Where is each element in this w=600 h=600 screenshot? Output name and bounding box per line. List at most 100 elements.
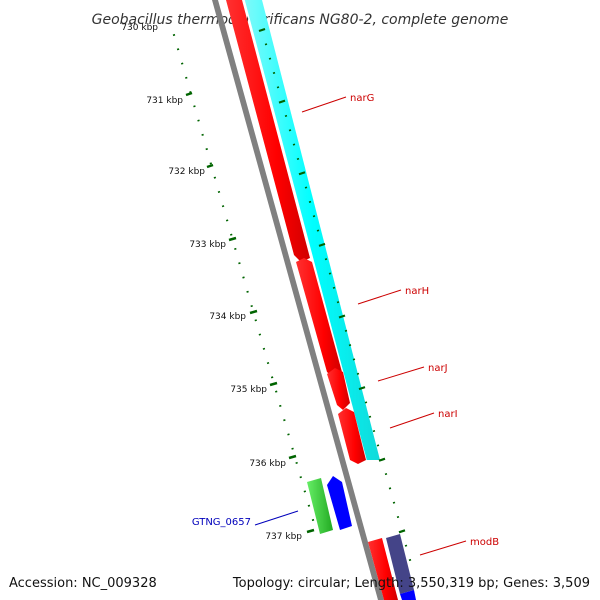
tick-mark (180, 62, 184, 65)
tick-mark (264, 43, 268, 46)
tick-mark (230, 233, 233, 236)
gtng-green-gene (307, 478, 333, 534)
tick-mark (303, 490, 307, 493)
narJ-gene (327, 368, 350, 410)
modB-blue-gene (400, 590, 416, 600)
tick-mark (368, 415, 372, 418)
tick-mark (348, 344, 352, 347)
major-tick-marks (185, 91, 315, 534)
tick-mark (270, 376, 274, 379)
tick-mark (242, 276, 245, 279)
tick-mark (312, 215, 316, 218)
tick-label-735: 735 kbp (230, 385, 267, 395)
gene-label-narG: narG (350, 93, 374, 104)
tick-mark (176, 48, 180, 51)
tick-mark (272, 71, 276, 75)
tick-mark (308, 200, 312, 203)
tick-mark (234, 247, 237, 251)
tick-mark (288, 129, 292, 132)
tick-mark (201, 133, 204, 136)
tick-mark (284, 114, 288, 118)
tick-marks-outer (258, 27, 412, 562)
tick-mark (352, 358, 356, 361)
gene-label-narJ: narJ (428, 363, 448, 374)
tick-mark (398, 529, 406, 534)
tick-label-732: 732 kbp (168, 167, 205, 177)
tick-mark (262, 347, 266, 350)
gtng-blue-gene (327, 476, 352, 530)
tick-label-731: 731 kbp (146, 96, 183, 106)
tick-label-734: 734 kbp (209, 312, 246, 322)
tick-mark (388, 487, 392, 490)
tick-mark (364, 401, 368, 404)
tick-mark (384, 472, 388, 476)
gene-label-modB: modB (470, 537, 499, 548)
tick-mark (238, 262, 241, 265)
tick-mark (283, 419, 286, 422)
tick-mark (358, 386, 366, 391)
tick-label-733: 733 kbp (189, 240, 226, 250)
tick-mark (266, 362, 270, 365)
tick-mark (318, 242, 326, 247)
tick-mark (332, 286, 336, 289)
tick-mark (276, 86, 280, 89)
backbone-line (212, 0, 384, 600)
tick-mark (372, 430, 376, 433)
tick-mark (197, 119, 200, 122)
tick-mark (209, 162, 213, 165)
narG-gene (226, 0, 310, 262)
feature-band-edge (243, 0, 367, 461)
tick-mark (254, 319, 257, 322)
gene-label-gtng-0657: GTNG_0657 (192, 517, 251, 528)
tick-mark (292, 143, 296, 146)
tick-mark (185, 76, 188, 79)
tick-mark (316, 229, 320, 232)
tick-mark (336, 301, 340, 304)
tick-mark (189, 90, 192, 94)
tick-mark (344, 329, 348, 332)
tick-label-737: 737 kbp (265, 532, 302, 542)
tick-mark (246, 290, 249, 293)
tick-mark (404, 544, 408, 547)
accession-text: Accession: NC_009328 (9, 576, 157, 591)
tick-mark (217, 190, 221, 193)
tick-mark (328, 272, 332, 275)
tick-mark (193, 105, 196, 108)
tick-mark (311, 518, 315, 522)
tick-mark (205, 148, 208, 151)
tick-mark (221, 205, 225, 208)
tick-mark (274, 390, 278, 393)
tick-mark (376, 444, 380, 447)
tick-mark (324, 258, 328, 261)
tick-mark (279, 404, 282, 407)
tick-mark (287, 433, 290, 436)
tick-mark (268, 57, 272, 60)
topology-text: Topology: circular; Length: 3,550,319 bp… (232, 576, 590, 591)
feature-band (244, 0, 380, 460)
tick-mark (291, 447, 294, 450)
map-title: Geobacillus thermodenitrificans NG80-2, … (92, 12, 509, 28)
tick-mark (392, 501, 396, 504)
tick-label-730: 730 kbp (121, 23, 158, 33)
tick-mark (258, 27, 266, 33)
tick-mark (338, 314, 346, 319)
tick-mark (278, 99, 286, 104)
tick-mark (307, 504, 311, 507)
gene-label-narI: narI (438, 409, 458, 420)
tick-mark (296, 157, 300, 160)
gene-label-narH: narH (405, 286, 429, 297)
tick-mark (356, 372, 360, 375)
tick-mark (213, 176, 217, 179)
tick-mark (298, 171, 306, 176)
modB-purple-gene (386, 534, 414, 594)
tick-mark (378, 457, 386, 462)
tick-mark (250, 304, 253, 308)
tick-label-736: 736 kbp (249, 459, 286, 469)
tick-mark (304, 186, 308, 189)
tick-mark (299, 476, 302, 479)
narH-gene (296, 258, 342, 378)
tick-marks-inner (172, 33, 315, 522)
tick-mark (225, 219, 229, 222)
